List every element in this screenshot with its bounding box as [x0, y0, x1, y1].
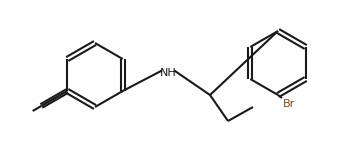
Text: NH: NH [160, 68, 177, 78]
Text: Br: Br [283, 99, 295, 109]
